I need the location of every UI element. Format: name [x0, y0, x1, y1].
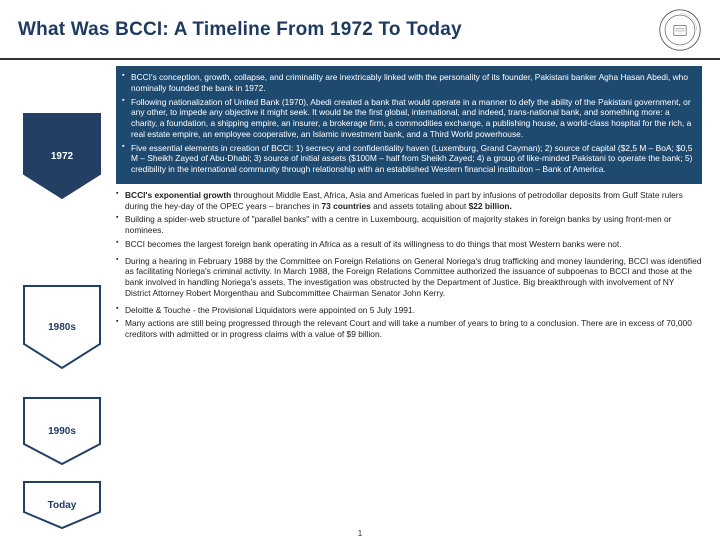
text-column: BCCI's conception, growth, collapse, and…	[116, 66, 702, 346]
timeline-column: 1972 1980s 1990s Today	[18, 66, 106, 346]
section-1990s: During a hearing in February 1988 by the…	[116, 256, 702, 299]
bullets-1980s: BCCI's exponential growth throughout Mid…	[116, 190, 702, 250]
slide-content: 1972 1980s 1990s Today BCCI's conception…	[0, 60, 720, 350]
bullet-item: Many actions are still being progressed …	[116, 318, 702, 340]
bullet-item: Following nationalization of United Bank…	[122, 97, 694, 140]
bullet-item: Deloitte & Touche - the Provisional Liqu…	[116, 305, 702, 316]
bullet-item: BCCI becomes the largest foreign bank op…	[116, 239, 702, 250]
section-1972: BCCI's conception, growth, collapse, and…	[116, 66, 702, 184]
slide-header: What Was BCCI: A Timeline From 1972 To T…	[0, 0, 720, 60]
chevron-1972: 1972	[22, 112, 102, 200]
section-1980s: BCCI's exponential growth throughout Mid…	[116, 190, 702, 250]
chevron-label: 1972	[51, 151, 73, 162]
chevron-label: 1990s	[48, 426, 76, 437]
page-number: 1	[358, 529, 362, 538]
bullet-item: Building a spider-web structure of "para…	[116, 214, 702, 236]
section-today: Deloitte & Touche - the Provisional Liqu…	[116, 305, 702, 340]
bullets-1990s: During a hearing in February 1988 by the…	[116, 256, 702, 299]
bullet-item: During a hearing in February 1988 by the…	[116, 256, 702, 299]
chevron-label: 1980s	[48, 322, 76, 333]
bullet-item: BCCI's conception, growth, collapse, and…	[122, 72, 694, 94]
chevron-1990s: 1990s	[22, 396, 102, 466]
bullets-1972: BCCI's conception, growth, collapse, and…	[122, 72, 694, 175]
university-seal-icon	[658, 8, 702, 52]
bullets-today: Deloitte & Touche - the Provisional Liqu…	[116, 305, 702, 340]
bullet-item: Five essential elements in creation of B…	[122, 143, 694, 175]
chevron-today: Today	[22, 480, 102, 530]
chevron-1980s: 1980s	[22, 284, 102, 370]
bullet-item: BCCI's exponential growth throughout Mid…	[116, 190, 702, 212]
chevron-label: Today	[48, 500, 77, 511]
slide-title: What Was BCCI: A Timeline From 1972 To T…	[18, 19, 462, 41]
